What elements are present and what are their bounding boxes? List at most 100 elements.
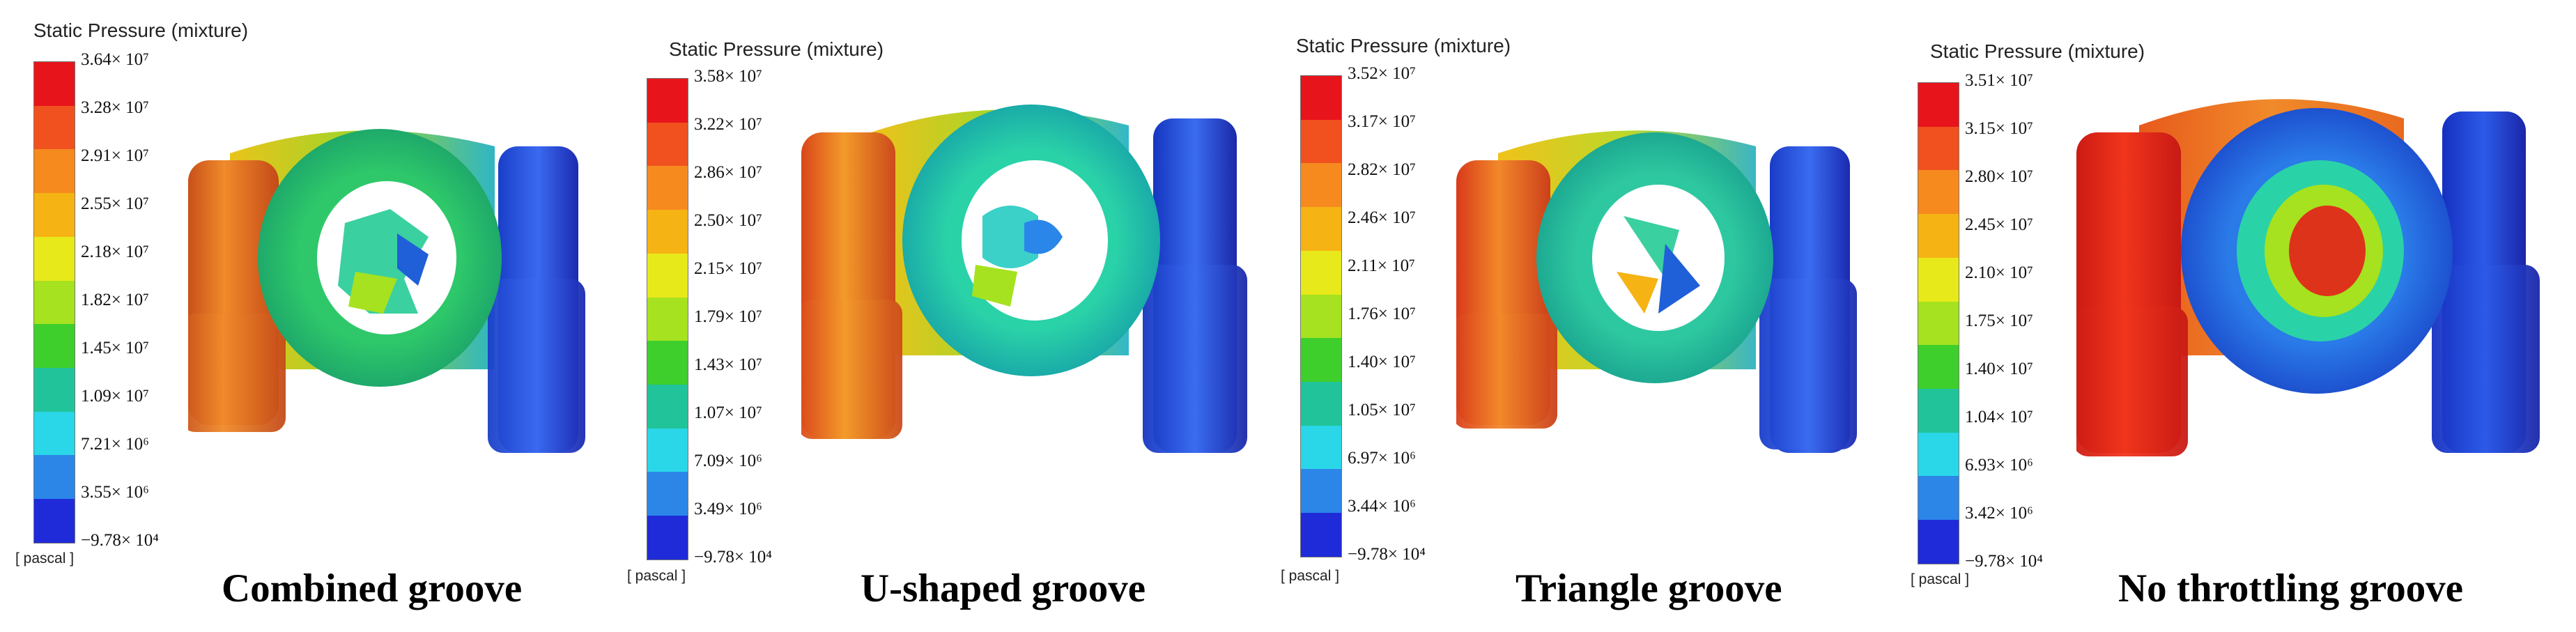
colorbar-tick-label: 7.21× 10⁶ — [81, 435, 149, 454]
colorbar-tick-label: 3.28× 10⁷ — [81, 98, 149, 117]
colorbar-band — [1918, 432, 1959, 477]
pressure-colorbar — [1918, 82, 1959, 564]
unit-label: [ pascal ] — [15, 550, 75, 567]
legend-title: Static Pressure (mixture) — [1296, 35, 1511, 56]
colorbar-tick-label: 3.15× 10⁷ — [1965, 119, 2033, 138]
colorbar-band — [1918, 476, 1959, 521]
colorbar-tick-label: −9.78× 10⁴ — [1348, 545, 1426, 564]
colorbar-tick-label: −9.78× 10⁴ — [81, 531, 159, 550]
colorbar-tick-label: 3.44× 10⁶ — [1348, 497, 1416, 516]
colorbar-band — [1918, 520, 1959, 564]
colorbar-band — [34, 324, 75, 369]
colorbar-band — [34, 411, 75, 456]
colorbar-tick-label: 6.93× 10⁶ — [1965, 456, 2033, 475]
colorbar-band — [1301, 338, 1341, 383]
colorbar-tick-label: 2.50× 10⁷ — [694, 211, 762, 230]
legend-title: Static Pressure (mixture) — [33, 20, 249, 41]
colorbar-band — [34, 455, 75, 500]
colorbar-tick-label: 3.42× 10⁶ — [1965, 504, 2033, 523]
pump-model-image — [188, 129, 585, 453]
colorbar-band — [647, 516, 688, 560]
colorbar-band — [1301, 294, 1341, 339]
unit-label: [ pascal ] — [1281, 568, 1340, 584]
colorbar-band — [34, 236, 75, 281]
colorbar-band — [34, 105, 75, 150]
colorbar-tick-label: 3.58× 10⁷ — [694, 67, 762, 86]
colorbar-band — [647, 210, 688, 254]
colorbar-band — [647, 385, 688, 429]
colorbar-tick-label: 2.10× 10⁷ — [1965, 263, 2033, 282]
colorbar-band — [647, 472, 688, 516]
colorbar-band — [1301, 469, 1341, 514]
colorbar-band — [1918, 214, 1959, 258]
colorbar-tick-label: 2.80× 10⁷ — [1965, 167, 2033, 186]
colorbar-tick-label: 2.18× 10⁷ — [81, 242, 149, 261]
colorbar-tick-label: 3.55× 10⁶ — [81, 483, 149, 502]
colorbar-tick-label: 2.45× 10⁷ — [1965, 215, 2033, 234]
colorbar-tick-label: 2.46× 10⁷ — [1348, 208, 1416, 227]
pressure-colorbar — [647, 78, 688, 560]
colorbar-tick-label: 3.49× 10⁶ — [694, 500, 762, 518]
colorbar-tick-label: 1.45× 10⁷ — [81, 339, 149, 357]
colorbar-tick-label: 1.04× 10⁷ — [1965, 408, 2033, 426]
colorbar-band — [1301, 207, 1341, 251]
colorbar-band — [1301, 163, 1341, 208]
colorbar-tick-label: 1.07× 10⁷ — [694, 403, 762, 422]
colorbar-band — [1918, 301, 1959, 346]
colorbar-tick-label: 2.55× 10⁷ — [81, 194, 149, 213]
pump-model-image — [1456, 130, 1857, 453]
colorbar-band — [1301, 382, 1341, 426]
pressure-colorbar — [1300, 75, 1342, 557]
panel-combined-groove: Static Pressure (mixture) [ pascal ] — [0, 0, 627, 632]
panel-triangle-groove: Static Pressure (mixture) [ pascal ] — [1268, 0, 1909, 632]
colorbar-tick-label: 1.05× 10⁷ — [1348, 401, 1416, 419]
colorbar-tick-label: 2.82× 10⁷ — [1348, 160, 1416, 179]
colorbar-tick-label: 2.15× 10⁷ — [694, 259, 762, 278]
colorbar-band — [34, 499, 75, 543]
colorbar-band — [647, 428, 688, 472]
colorbar-tick-label: 1.75× 10⁷ — [1965, 311, 2033, 330]
colorbar-band — [34, 280, 75, 325]
colorbar-tick-label: 1.09× 10⁷ — [81, 387, 149, 406]
caption: No throttling groove — [2118, 567, 2464, 610]
pump-model-image — [2076, 99, 2540, 456]
colorbar-tick-label: 6.97× 10⁶ — [1348, 449, 1416, 468]
colorbar-tick-label: −9.78× 10⁴ — [694, 548, 772, 567]
colorbar-band — [34, 193, 75, 237]
caption: U-shaped groove — [861, 567, 1146, 610]
colorbar-band — [647, 79, 688, 123]
colorbar-tick-label: 2.86× 10⁷ — [694, 163, 762, 182]
colorbar-band — [1918, 345, 1959, 390]
colorbar-tick-label: 1.76× 10⁷ — [1348, 305, 1416, 323]
colorbar-tick-label: 1.43× 10⁷ — [694, 355, 762, 374]
colorbar-tick-label: 7.09× 10⁶ — [694, 452, 762, 470]
colorbar-band — [1301, 425, 1341, 470]
colorbar-band — [1301, 250, 1341, 295]
unit-label: [ pascal ] — [1911, 571, 1970, 587]
colorbar-tick-label: 1.79× 10⁷ — [694, 307, 762, 326]
colorbar-tick-label: 3.52× 10⁷ — [1348, 64, 1416, 83]
panel-no-throttling-groove: Static Pressure (mixture) [ pascal ] — [1909, 0, 2576, 632]
colorbar-band — [1918, 389, 1959, 433]
colorbar-band — [1918, 257, 1959, 302]
colorbar-band — [34, 368, 75, 412]
colorbar-band — [1918, 83, 1959, 127]
colorbar-band — [1301, 119, 1341, 164]
colorbar-band — [647, 297, 688, 341]
caption: Triangle groove — [1515, 567, 1782, 610]
colorbar-tick-label: 1.82× 10⁷ — [81, 291, 149, 309]
colorbar-band — [1918, 126, 1959, 171]
colorbar-band — [1301, 513, 1341, 557]
unit-label: [ pascal ] — [627, 568, 686, 584]
colorbar-tick-label: 2.91× 10⁷ — [81, 146, 149, 165]
colorbar-band — [647, 166, 688, 210]
colorbar-band — [1301, 76, 1341, 120]
colorbar-tick-label: 2.11× 10⁷ — [1348, 256, 1415, 275]
legend-title: Static Pressure (mixture) — [1930, 40, 2145, 62]
colorbar-tick-label: 3.22× 10⁷ — [694, 115, 762, 134]
colorbar-band — [1918, 170, 1959, 215]
pump-model-image — [801, 105, 1247, 453]
colorbar-band — [647, 253, 688, 298]
colorbar-tick-label: 3.17× 10⁷ — [1348, 112, 1416, 131]
panel-u-shaped-groove: Static Pressure (mixture) [ pascal ] — [627, 0, 1268, 632]
